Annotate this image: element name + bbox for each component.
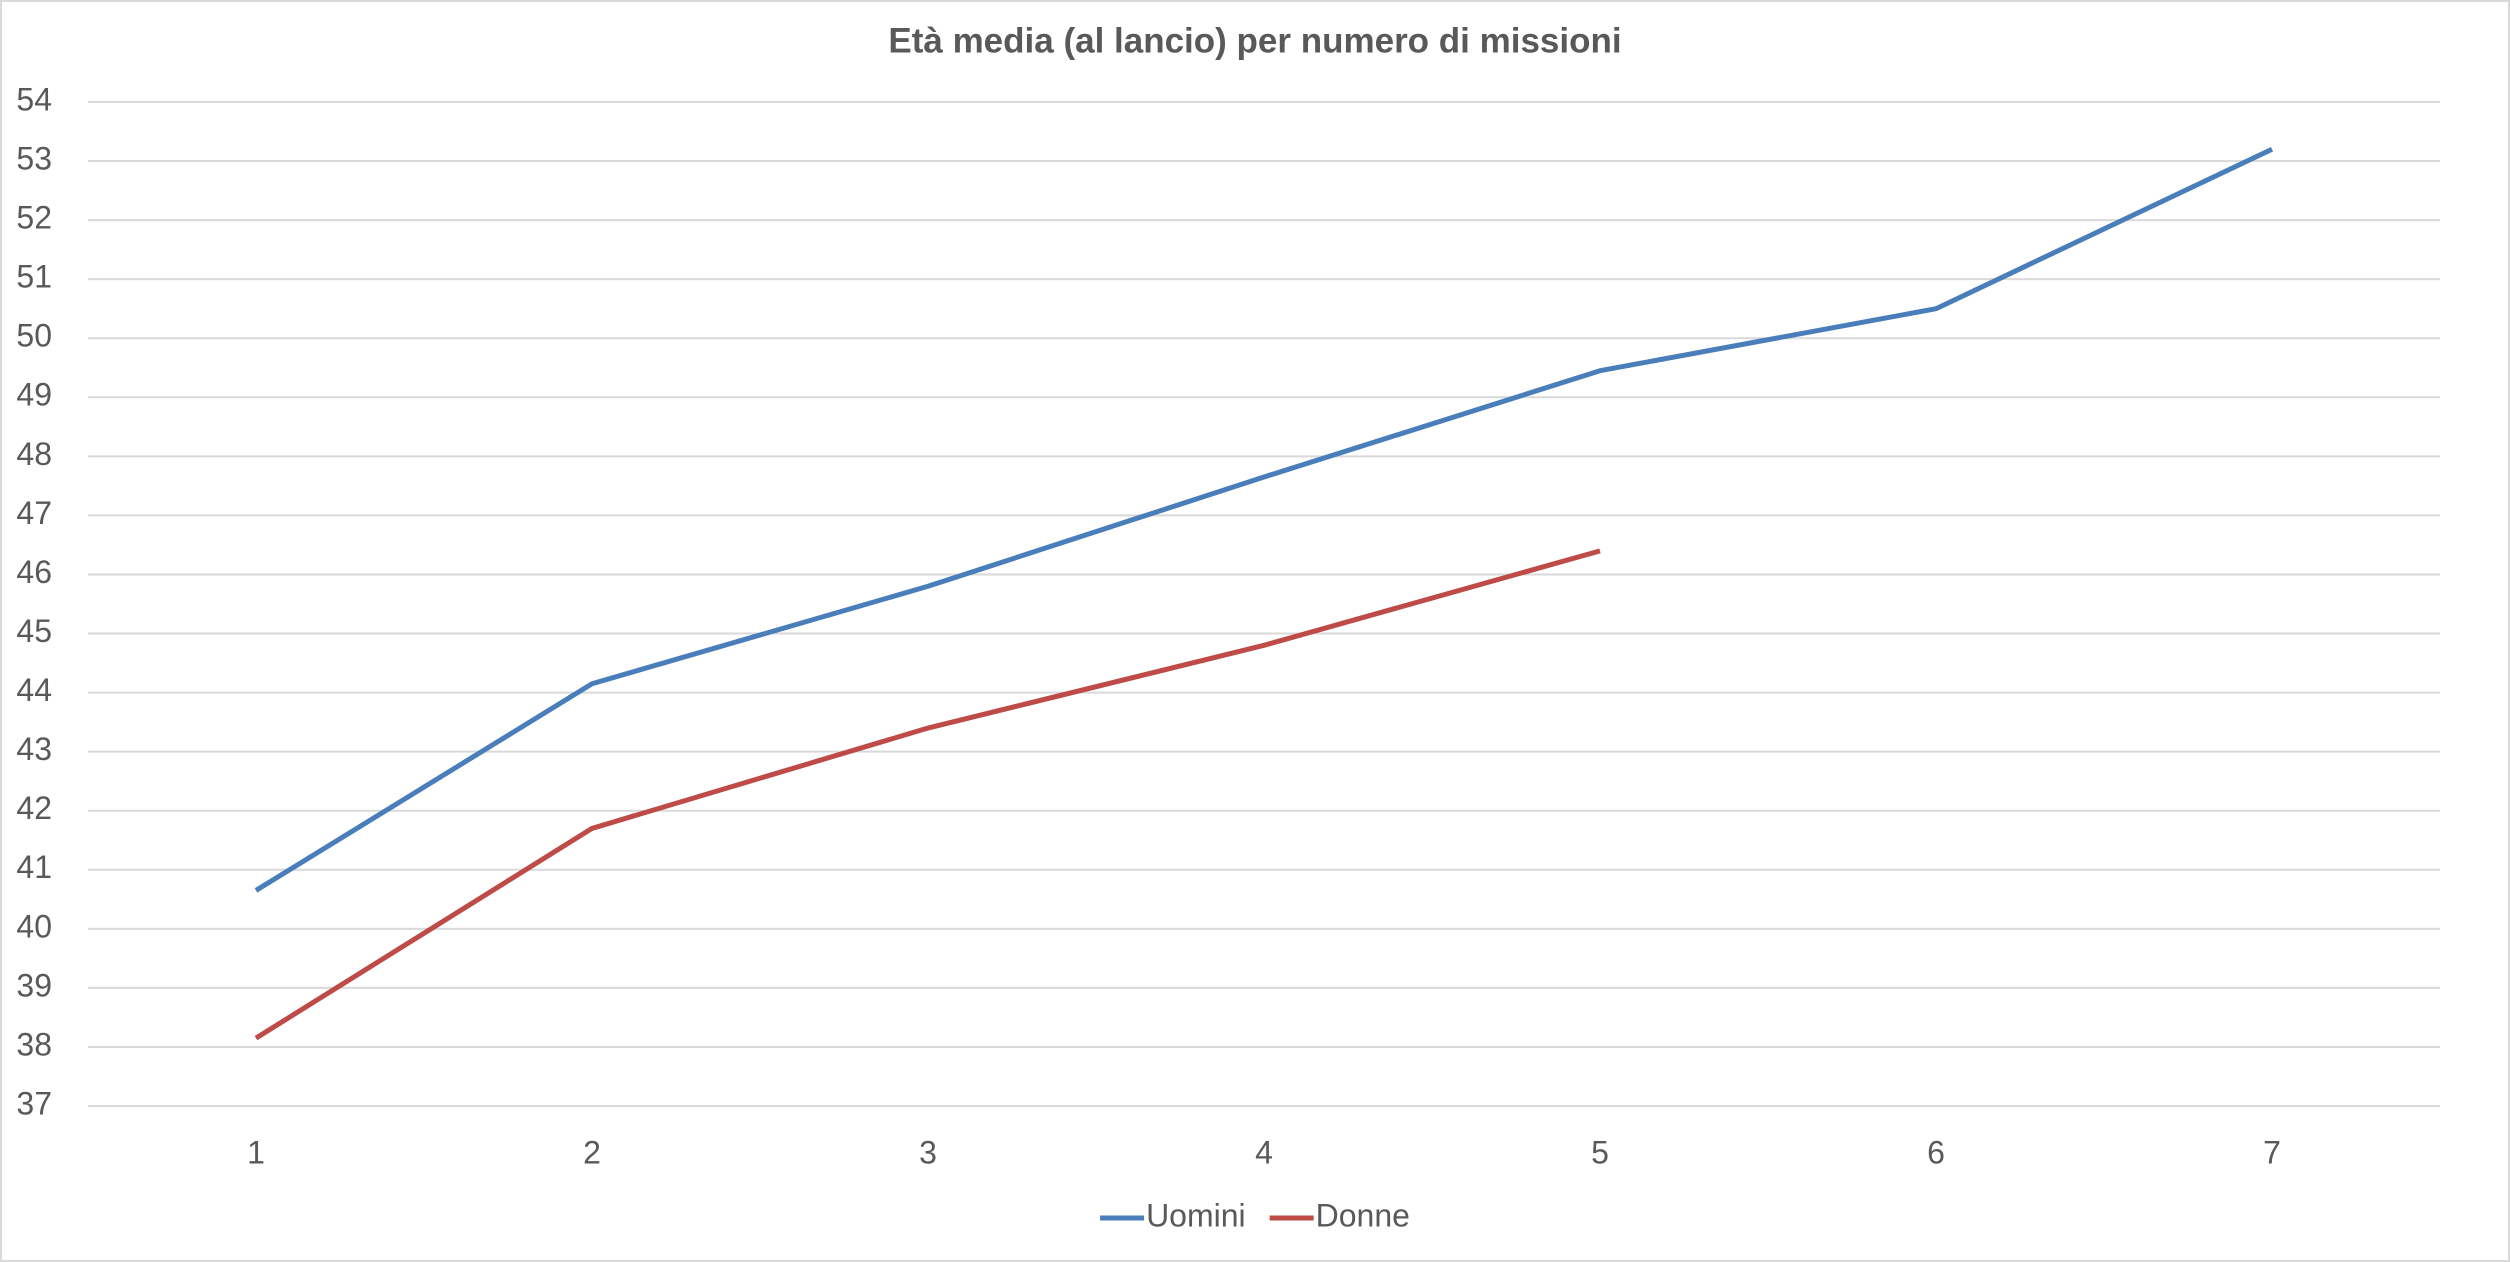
legend: Uomini Donne — [1100, 1197, 1410, 1233]
y-tick-label: 54 — [16, 81, 52, 117]
x-tick-label: 5 — [1591, 1134, 1609, 1170]
y-tick-label: 45 — [16, 613, 52, 649]
x-tick-label: 4 — [1255, 1134, 1273, 1170]
y-tick-label: 49 — [16, 377, 52, 413]
y-tick-label: 48 — [16, 436, 52, 472]
y-tick-label: 52 — [16, 200, 52, 236]
x-tick-label: 1 — [247, 1134, 265, 1170]
y-tick-label: 37 — [16, 1085, 52, 1121]
y-tick-label: 39 — [16, 967, 52, 1003]
series-line — [254, 548, 1601, 1041]
x-tick-label: 3 — [919, 1134, 937, 1170]
x-tick-label: 6 — [1927, 1134, 1945, 1170]
y-tick-label: 43 — [16, 731, 52, 767]
chart-title: Età media (al lancio) per numero di miss… — [888, 21, 1621, 60]
y-tick-label: 42 — [16, 790, 52, 826]
y-tick-label: 38 — [16, 1026, 52, 1062]
x-tick-label: 2 — [583, 1134, 601, 1170]
y-tick-label: 53 — [16, 141, 52, 177]
x-tick-label: 7 — [2263, 1134, 2281, 1170]
y-tick-label: 40 — [16, 908, 52, 944]
series-line — [254, 146, 2274, 893]
legend-label: Uomini — [1146, 1197, 1246, 1233]
y-tick-label: 47 — [16, 495, 52, 531]
y-tick-label: 44 — [16, 672, 52, 708]
y-tick-label: 50 — [16, 318, 52, 354]
y-tick-label: 46 — [16, 554, 52, 590]
y-tick-label: 41 — [16, 849, 52, 885]
legend-label: Donne — [1316, 1197, 1410, 1233]
y-tick-label: 51 — [16, 259, 52, 295]
